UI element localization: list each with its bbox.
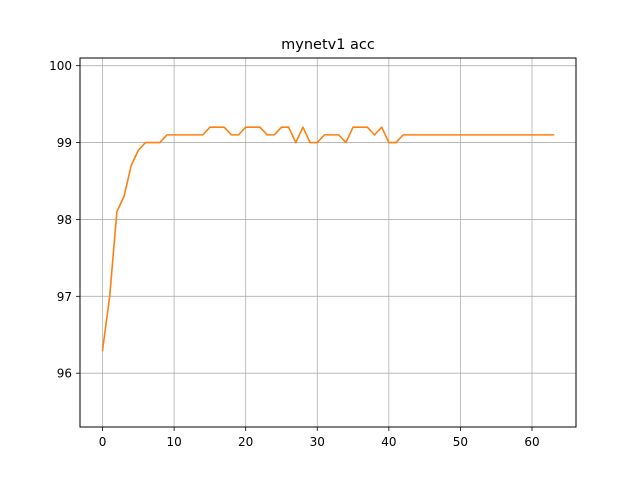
x-tick-label: 0 [99, 435, 107, 449]
y-tick-label: 97 [57, 290, 72, 304]
x-tick-label: 40 [381, 435, 396, 449]
series-layer [101, 126, 555, 352]
axes-frame [79, 57, 577, 428]
x-tick-label: 20 [238, 435, 253, 449]
x-tick-label: 60 [524, 435, 539, 449]
series-line [101, 126, 555, 352]
chart-title: mynetv1 acc [281, 37, 375, 53]
y-tick-label: 96 [57, 367, 72, 381]
y-tick-label: 98 [57, 213, 72, 227]
x-tick-label: 10 [166, 435, 181, 449]
y-tick-label: 100 [49, 59, 72, 73]
x-tick-label: 30 [310, 435, 325, 449]
grid [80, 58, 576, 427]
x-tick-label: 50 [453, 435, 468, 449]
y-tick-label: 99 [57, 136, 72, 150]
ticks: 0 10 20 30 40 50 60 96 97 98 99 100 [49, 59, 540, 449]
